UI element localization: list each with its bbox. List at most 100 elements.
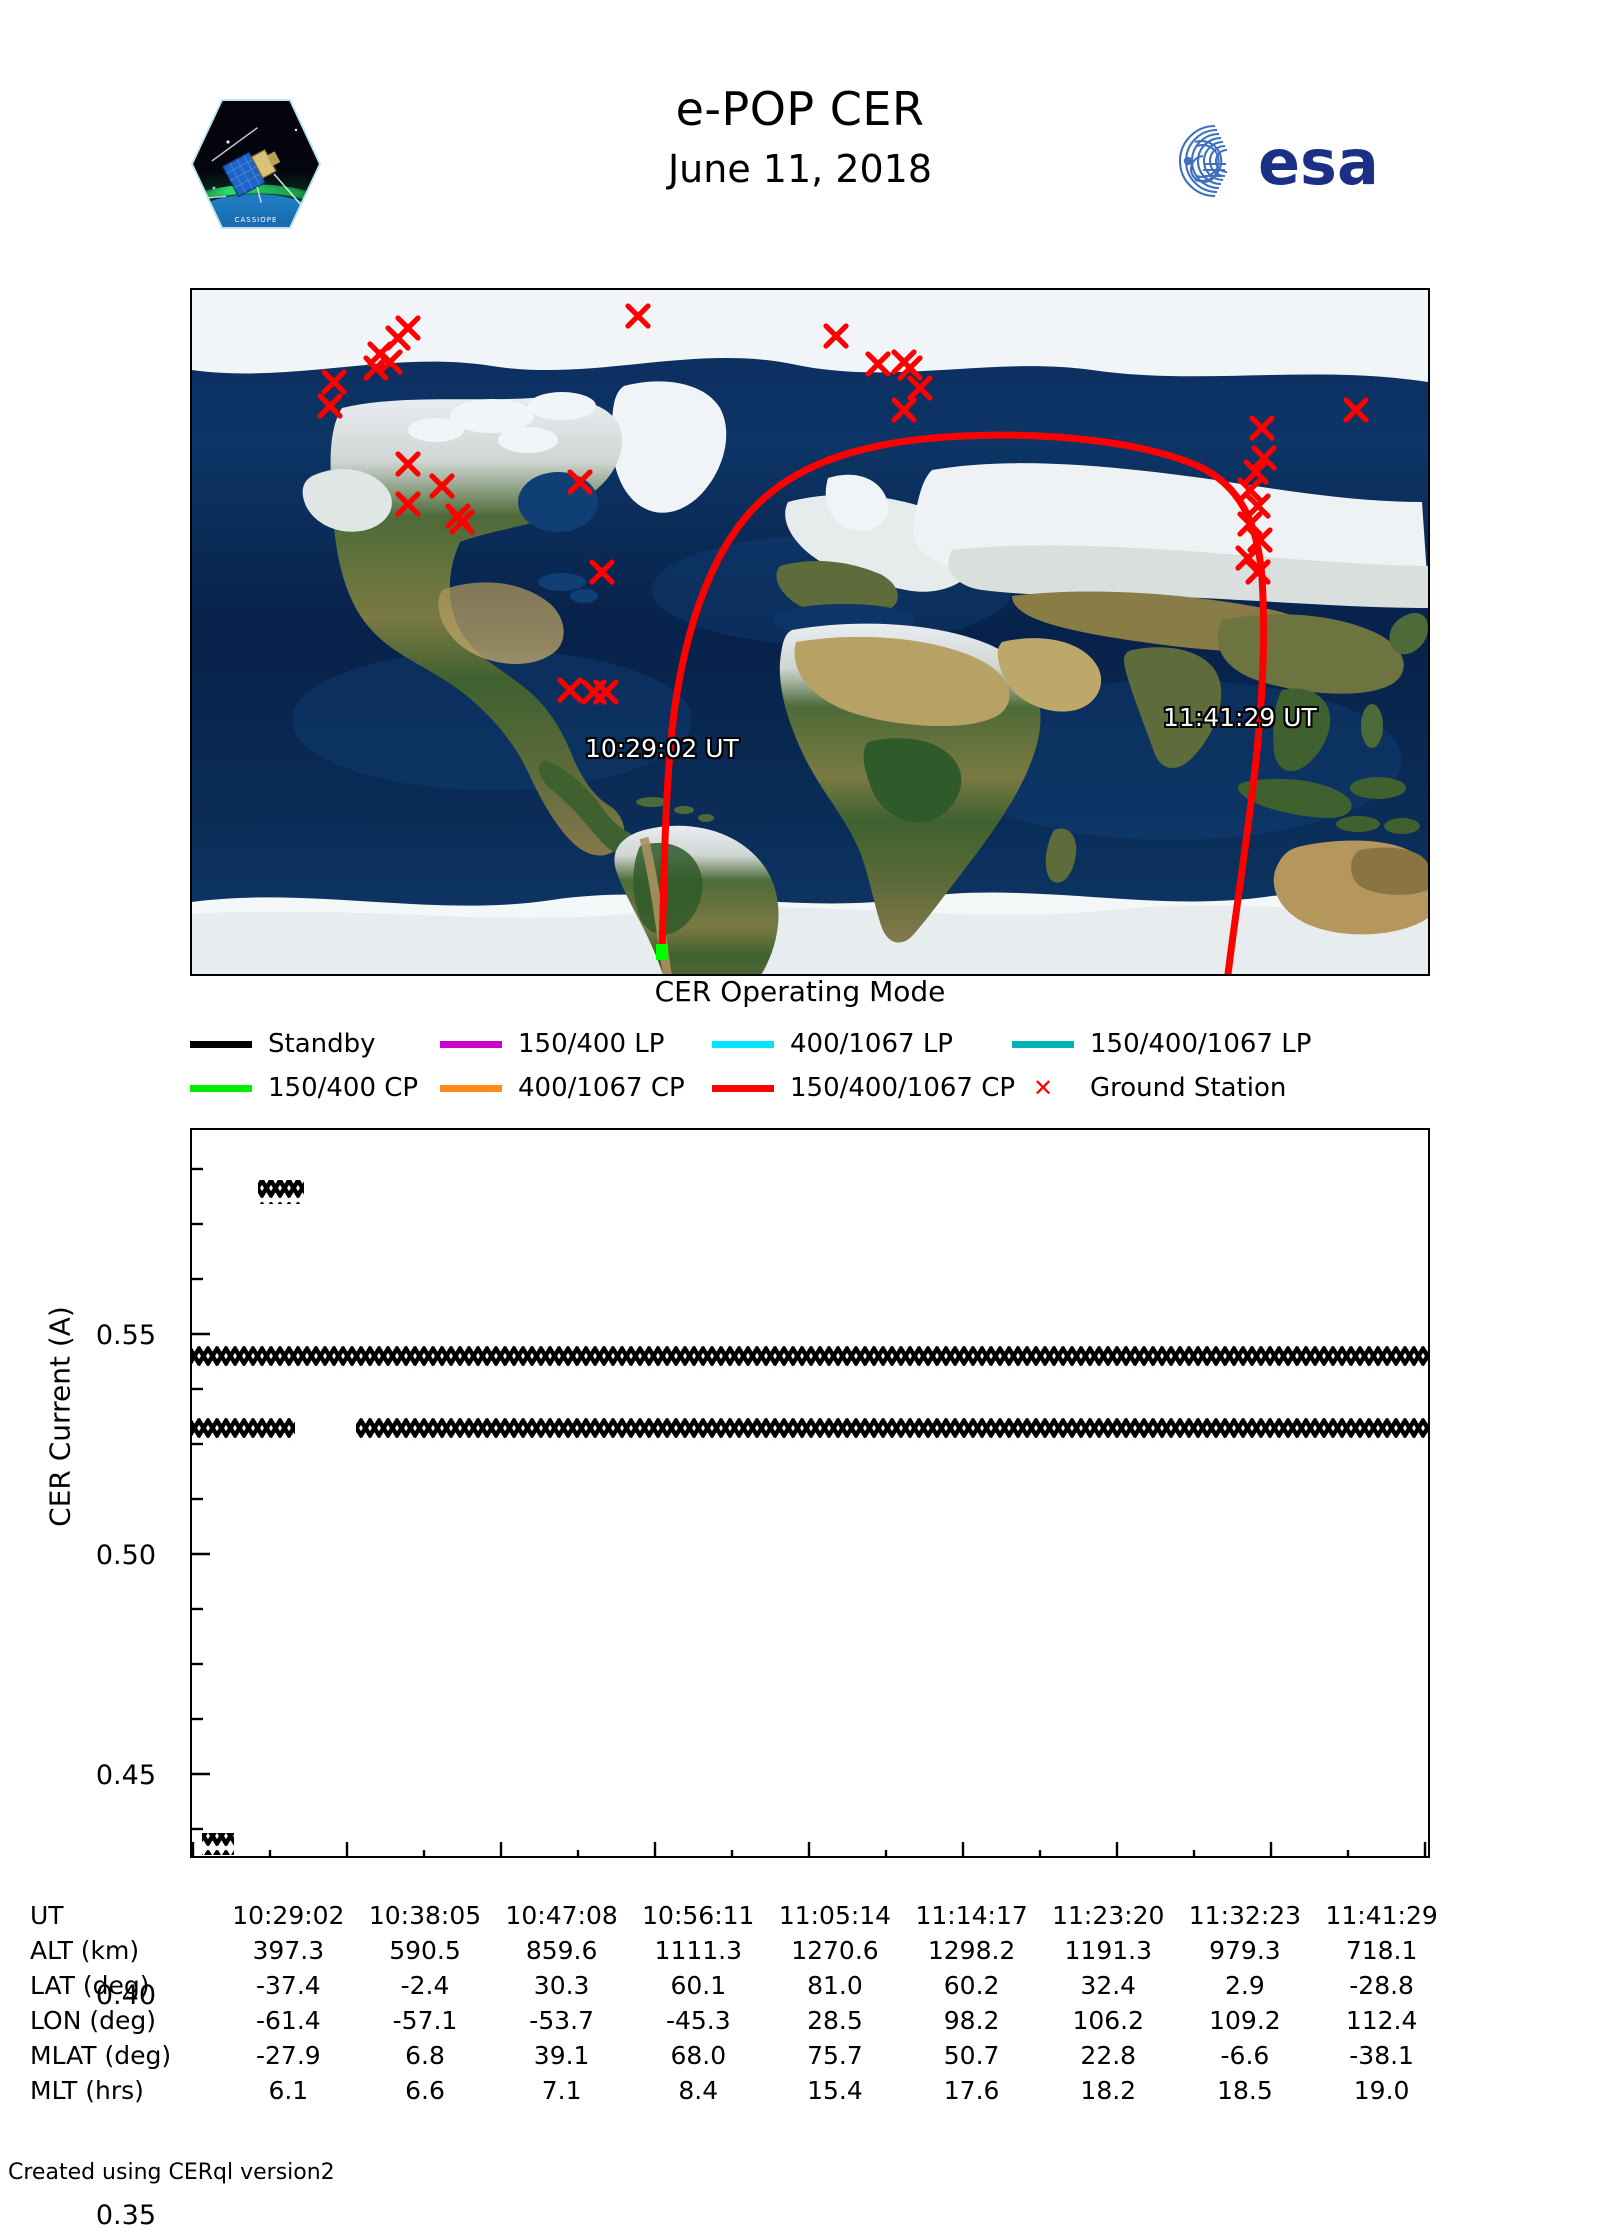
table-row-ut: UT 10:29:02 10:38:05 10:47:08 10:56:11 1…: [30, 1898, 1450, 1933]
cell-mlt-5: 15.4: [807, 2076, 863, 2105]
legend-item-standby: Standby: [190, 1029, 440, 1059]
legend-item-400-1067-lp: 400/1067 LP: [712, 1029, 1012, 1059]
legend-label-400-1067-cp: 400/1067 CP: [518, 1073, 685, 1103]
operating-mode-legend: Standby 150/400 LP 400/1067 LP 150/400/1…: [190, 1022, 1430, 1110]
legend-item-150-400-1067-cp: 150/400/1067 CP: [712, 1073, 1015, 1103]
cell-ut-4: 10:56:11: [642, 1901, 755, 1930]
cell-alt-1: 397.3: [252, 1936, 325, 1965]
cell-lon-6: 98.2: [943, 2006, 1000, 2035]
cell-ut-1: 10:29:02: [232, 1901, 345, 1930]
cell-alt-5: 1270.6: [791, 1936, 879, 1965]
page-title: e-POP CER: [675, 82, 925, 136]
cell-lon-9: 112.4: [1345, 2006, 1418, 2035]
title-block: e-POP CER June 11, 2018: [400, 78, 1200, 198]
scatter-band-lower-seg1: [192, 1418, 295, 1442]
cell-mlt-8: 18.5: [1217, 2076, 1273, 2105]
cell-lon-5: 28.5: [807, 2006, 863, 2035]
cell-ut-6: 11:14:17: [915, 1901, 1028, 1930]
cell-lon-2: -57.1: [392, 2006, 458, 2035]
y-axis-label: CER Current (A): [43, 1306, 77, 1527]
cer-current-plot-frame: [190, 1128, 1430, 1858]
cell-lon-4: -45.3: [665, 2006, 731, 2035]
cell-mlt-3: 7.1: [541, 2076, 582, 2105]
legend-swatch-standby: [190, 1040, 252, 1048]
scatter-cluster-low: [202, 1833, 234, 1855]
cell-mlt-1: 6.1: [268, 2076, 309, 2105]
footer-credit: Created using CERql version2: [8, 2160, 335, 2185]
legend-label-ground-station: Ground Station: [1090, 1073, 1287, 1103]
cell-mlt-6: 17.6: [943, 2076, 1000, 2105]
legend-label-150-400-1067-lp: 150/400/1067 LP: [1090, 1029, 1312, 1059]
table-row-alt: ALT (km) 397.3 590.5 859.6 1111.3 1270.6…: [30, 1933, 1450, 1968]
cell-lat-3: 30.3: [533, 1971, 590, 2000]
legend-swatch-400-1067-lp: [712, 1040, 774, 1048]
legend-item-150-400-lp: 150/400 LP: [440, 1029, 712, 1059]
svg-text:esa: esa: [1258, 126, 1379, 199]
legend-label-400-1067-lp: 400/1067 LP: [790, 1029, 953, 1059]
cell-mlt-4: 8.4: [678, 2076, 719, 2105]
cell-lon-8: 109.2: [1209, 2006, 1281, 2035]
cell-lat-5: 81.0: [807, 1971, 863, 2000]
row-label-lat: LAT (deg): [30, 1971, 150, 2000]
cell-lon-7: 106.2: [1072, 2006, 1145, 2035]
cell-mlat-2: 6.8: [405, 2041, 445, 2070]
page-header: CASSIOPE e-POP CER June 11, 2018: [0, 0, 1600, 229]
legend-swatch-150-400-1067-cp: [712, 1084, 774, 1092]
legend-row-1: Standby 150/400 LP 400/1067 LP 150/400/1…: [190, 1022, 1430, 1066]
cell-alt-7: 1191.3: [1064, 1936, 1152, 1965]
page-subtitle-date: June 11, 2018: [667, 147, 933, 191]
cell-lat-1: -37.4: [255, 1971, 321, 2000]
cell-ut-8: 11:32:23: [1188, 1901, 1302, 1930]
scatter-band-lower-seg2: [356, 1418, 1428, 1442]
ytick-label-055: 0.55: [95, 1320, 156, 1351]
cell-ut-7: 11:23:20: [1052, 1901, 1165, 1930]
legend-item-ground-station: ✕ Ground Station: [1012, 1073, 1286, 1103]
esa-agency-logo-icon: esa: [1155, 120, 1435, 202]
legend-swatch-150-400-lp: [440, 1040, 502, 1048]
ephemeris-table: UT 10:29:02 10:38:05 10:47:08 10:56:11 1…: [30, 1898, 1450, 2108]
cell-mlat-9: -38.1: [1349, 2041, 1414, 2070]
svg-text:CASSIOPE: CASSIOPE: [235, 216, 278, 224]
row-label-lon: LON (deg): [30, 2006, 156, 2035]
legend-title: CER Operating Mode: [654, 975, 946, 1008]
row-label-mlt: MLT (hrs): [30, 2076, 144, 2105]
legend-item-150-400-cp: 150/400 CP: [190, 1073, 440, 1103]
cell-lat-4: 60.1: [670, 1971, 727, 2000]
table-row-mlat: MLAT (deg) -27.9 6.8 39.1 68.0 75.7 50.7…: [30, 2038, 1450, 2073]
legend-label-150-400-lp: 150/400 LP: [518, 1029, 665, 1059]
ytick-label-045: 0.45: [95, 1760, 156, 1791]
ground-station-x-icon: ✕: [1032, 1074, 1054, 1102]
cell-mlt-2: 6.6: [405, 2076, 445, 2105]
ytick-label-050: 0.50: [95, 1540, 156, 1571]
legend-swatch-150-400-cp: [190, 1084, 252, 1092]
cell-mlat-8: -6.6: [1220, 2041, 1270, 2070]
cell-mlat-5: 75.7: [807, 2041, 863, 2070]
cell-mlt-7: 18.2: [1080, 2076, 1137, 2105]
cell-alt-3: 859.6: [525, 1936, 598, 1965]
legend-row-2: 150/400 CP 400/1067 CP 150/400/1067 CP ✕…: [190, 1066, 1430, 1110]
cell-ut-3: 10:47:08: [505, 1901, 618, 1930]
cell-alt-4: 1111.3: [654, 1936, 743, 1965]
row-label-ut: UT: [30, 1901, 64, 1930]
cell-ut-5: 11:05:14: [778, 1901, 892, 1930]
cell-mlat-6: 50.7: [943, 2041, 1000, 2070]
cell-mlat-1: -27.9: [255, 2041, 321, 2070]
cell-mlat-4: 68.0: [670, 2041, 727, 2070]
legend-item-150-400-1067-lp: 150/400/1067 LP: [1012, 1029, 1311, 1059]
legend-swatch-150-400-1067-lp: [1012, 1040, 1074, 1048]
row-label-alt: ALT (km): [30, 1936, 140, 1965]
table-row-lon: LON (deg) -61.4 -57.1 -53.7 -45.3 28.5 9…: [30, 2003, 1450, 2038]
cell-alt-9: 718.1: [1345, 1936, 1418, 1965]
scatter-band-upper: [192, 1346, 1428, 1370]
table-row-mlt: MLT (hrs) 6.1 6.6 7.1 8.4 15.4 17.6 18.2…: [30, 2073, 1450, 2108]
legend-swatch-400-1067-cp: [440, 1084, 502, 1092]
cell-lat-7: 32.4: [1080, 1971, 1137, 2000]
cell-alt-8: 979.3: [1209, 1936, 1281, 1965]
row-label-mlat: MLAT (deg): [30, 2041, 172, 2070]
cell-ut-2: 10:38:05: [368, 1901, 482, 1930]
cer-current-scatter-plot: [190, 1167, 1428, 1858]
cell-lat-9: -28.8: [1349, 1971, 1414, 2000]
cell-mlt-9: 19.0: [1353, 2076, 1410, 2105]
ground-track-map: [190, 288, 1430, 976]
legend-label-150-400-cp: 150/400 CP: [268, 1073, 419, 1103]
